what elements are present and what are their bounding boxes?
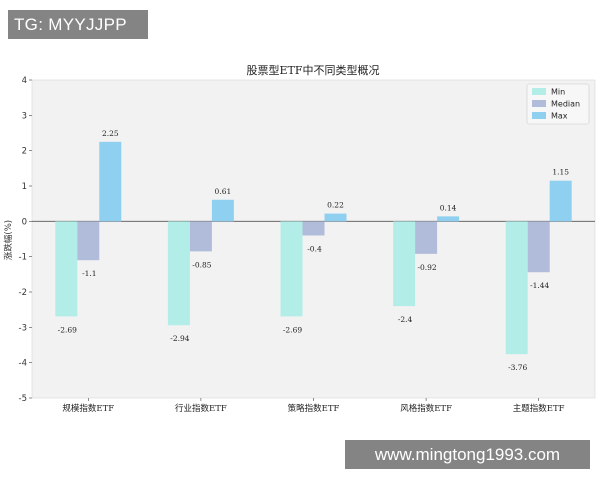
legend-label-min: Min bbox=[551, 88, 565, 97]
legend-swatch-max bbox=[532, 112, 546, 119]
bar-median bbox=[77, 221, 100, 261]
legend-swatch-min bbox=[532, 88, 546, 95]
watermark-bottom: www.mingtong1993.com bbox=[345, 440, 590, 469]
legend: Min Median Max bbox=[526, 83, 590, 125]
bar-value-label: -2.94 bbox=[170, 334, 189, 343]
bar-value-label: -0.85 bbox=[192, 260, 211, 269]
bar-value-label: 0.22 bbox=[327, 201, 344, 210]
x-category-label: 行业指数ETF bbox=[175, 403, 227, 414]
y-tick-label: 4 bbox=[22, 76, 27, 86]
legend-label-max: Max bbox=[551, 112, 568, 121]
x-axis: 规模指数ETF 行业指数ETF 策略指数ETF 风格指数ETF 主题指数ETF bbox=[62, 398, 565, 414]
chart-title: 股票型ETF中不同类型概况 bbox=[247, 63, 380, 77]
bar-value-label: -3.76 bbox=[508, 363, 527, 372]
x-category-label: 策略指数ETF bbox=[288, 403, 340, 414]
bar-value-label: -0.92 bbox=[417, 263, 436, 272]
bar-median bbox=[415, 221, 438, 254]
bar-value-label: -0.4 bbox=[307, 244, 322, 253]
x-category-label: 规模指数ETF bbox=[62, 403, 114, 414]
y-tick-label: -4 bbox=[19, 359, 27, 369]
y-tick-label: 1 bbox=[22, 182, 27, 192]
watermark-top: TG: MYYJJPP bbox=[8, 10, 148, 39]
y-tick-label: 3 bbox=[22, 111, 27, 121]
bar-value-label: -1.44 bbox=[530, 281, 549, 290]
bar-value-label: -1.1 bbox=[82, 269, 96, 278]
bar-value-label: 0.14 bbox=[440, 203, 457, 212]
y-tick-label: -1 bbox=[19, 253, 27, 263]
x-category-label: 风格指数ETF bbox=[400, 403, 452, 414]
bar-min bbox=[505, 221, 528, 355]
bar-value-label: 0.61 bbox=[215, 187, 232, 196]
x-category-label: 主题指数ETF bbox=[513, 403, 565, 414]
y-tick-label: -3 bbox=[19, 323, 27, 333]
bar-max bbox=[437, 216, 460, 222]
bar-max bbox=[211, 199, 234, 222]
bar-min bbox=[55, 221, 78, 317]
y-tick-label: 2 bbox=[22, 147, 27, 157]
bar-max bbox=[549, 180, 572, 222]
legend-swatch-median bbox=[532, 100, 546, 107]
bar-value-label: 1.15 bbox=[552, 168, 569, 177]
bar-min bbox=[280, 221, 303, 317]
bar-median bbox=[302, 221, 325, 236]
bar-value-label: -2.69 bbox=[283, 325, 302, 334]
y-tick-label: 0 bbox=[22, 217, 27, 227]
bar-value-label: 2.25 bbox=[102, 129, 119, 138]
y-tick-label: -5 bbox=[19, 394, 27, 404]
bar-median bbox=[189, 221, 212, 252]
bar-value-label: -2.4 bbox=[398, 315, 413, 324]
bar-min bbox=[393, 221, 416, 307]
bar-max bbox=[99, 141, 122, 222]
bar-min bbox=[167, 221, 190, 326]
plot-area bbox=[31, 79, 596, 399]
y-axis-label: 涨跌幅(%) bbox=[3, 220, 14, 260]
bar-series-group: -2.69 -1.1 2.25 -2.94 -0.85 0.61 -2.69 -0.4 0.22… bbox=[55, 129, 572, 372]
y-axis: 4 3 2 1 0 -1 -2 -3 -4 -5 bbox=[19, 76, 32, 404]
y-tick-label: -2 bbox=[19, 288, 27, 298]
bar-median bbox=[527, 221, 550, 273]
legend-label-median: Median bbox=[551, 100, 580, 109]
bar-max bbox=[324, 213, 347, 222]
bar-value-label: -2.69 bbox=[58, 325, 77, 334]
